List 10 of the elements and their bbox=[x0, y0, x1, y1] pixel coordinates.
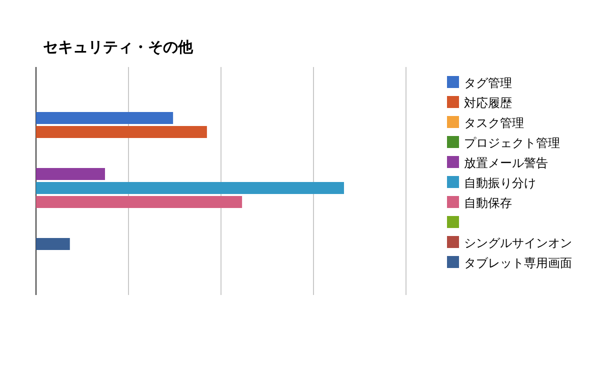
legend-label: 自動保存 bbox=[464, 196, 512, 210]
legend-label: シングルサインオン bbox=[464, 236, 572, 250]
legend-label: タグ管理 bbox=[464, 76, 512, 90]
legend-label: タブレット専用画面 bbox=[464, 256, 572, 270]
legend-label: 自動振り分け bbox=[464, 176, 536, 190]
legend-label: 放置メール警告 bbox=[464, 156, 548, 170]
legend-label: 対応履歴 bbox=[464, 96, 512, 110]
legend-label: プロジェクト管理 bbox=[464, 136, 560, 150]
title: セキュリティ・その他 bbox=[43, 38, 193, 56]
legend-label: タスク管理 bbox=[464, 116, 524, 130]
